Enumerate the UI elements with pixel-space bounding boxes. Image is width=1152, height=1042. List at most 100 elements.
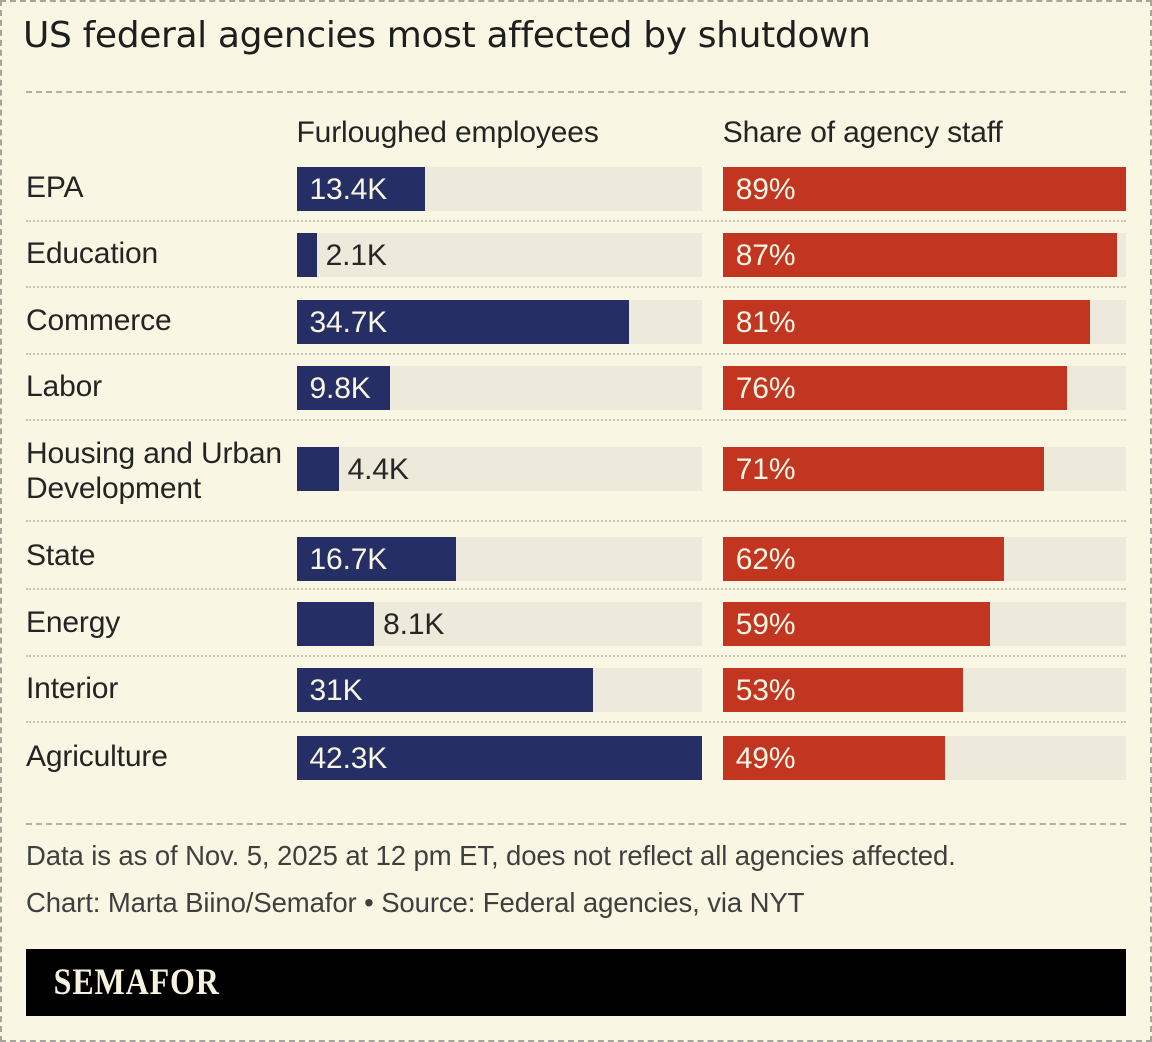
brand-bar: SEMAFOR bbox=[26, 949, 1126, 1016]
share-bar-track: 81% bbox=[722, 299, 1126, 344]
share-bar bbox=[722, 299, 1090, 344]
share-value-label: 49% bbox=[735, 741, 796, 775]
share-bar-track: 53% bbox=[722, 668, 1126, 713]
furloughed-bar-cell: 13.4K bbox=[296, 164, 702, 211]
agency-label: Agriculture bbox=[26, 739, 168, 773]
furloughed-bar-cell: 4.4K bbox=[296, 446, 702, 491]
furloughed-bar-track: 31K bbox=[296, 668, 702, 713]
furloughed-value-label: 42.3K bbox=[309, 741, 388, 775]
share-bar-cell: 53% bbox=[722, 665, 1126, 713]
furloughed-value-label: 4.4K bbox=[347, 452, 409, 486]
furloughed-bar bbox=[296, 536, 457, 581]
share-bar bbox=[722, 536, 1004, 581]
furloughed-value-label: 2.1K bbox=[325, 239, 387, 273]
furloughed-bar bbox=[296, 366, 391, 411]
furloughed-bar-track: 4.4K bbox=[296, 446, 702, 491]
table-row: Energy 8.1K 59% bbox=[26, 590, 1126, 657]
title-divider bbox=[26, 91, 1126, 93]
share-bar bbox=[722, 601, 991, 646]
furloughed-bar bbox=[296, 166, 425, 211]
share-value-label: 71% bbox=[735, 452, 796, 486]
share-bar-track: 49% bbox=[722, 735, 1126, 780]
furloughed-bar-cell: 31K bbox=[296, 665, 702, 713]
semafor-logo: SEMAFOR bbox=[53, 962, 220, 1003]
share-bar-track: 59% bbox=[722, 601, 1126, 646]
share-bar bbox=[722, 366, 1068, 411]
share-bar-track: 62% bbox=[722, 536, 1126, 581]
share-bar-track: 87% bbox=[722, 233, 1126, 278]
data-note: Data is as of Nov. 5, 2025 at 12 pm ET, … bbox=[26, 840, 956, 871]
table-row: EPA 13.4K 89% bbox=[26, 155, 1126, 222]
furloughed-value-label: 9.8K bbox=[309, 372, 371, 406]
agency-label: EPA bbox=[26, 170, 84, 204]
agency-label: State bbox=[26, 538, 96, 572]
share-bar bbox=[722, 668, 963, 713]
agency-label: Housing and Urban Development bbox=[26, 436, 282, 505]
furloughed-bar-track: 42.3K bbox=[296, 735, 702, 780]
share-bar bbox=[722, 446, 1045, 491]
furloughed-bar bbox=[296, 446, 339, 491]
furloughed-value-label: 8.1K bbox=[383, 607, 445, 641]
share-bar-track: 89% bbox=[722, 166, 1126, 211]
furloughed-bar-cell: 8.1K bbox=[296, 599, 702, 646]
furloughed-bar-track: 34.7K bbox=[296, 299, 702, 344]
furloughed-bar-cell: 16.7K bbox=[296, 530, 702, 581]
column-header-share: Share of agency staff bbox=[722, 116, 1003, 149]
table-row: Housing and Urban Development 4.4K 71% bbox=[26, 421, 1126, 522]
share-bar-track: 76% bbox=[722, 366, 1126, 411]
furloughed-bar bbox=[296, 668, 594, 713]
furloughed-bar-track: 16.7K bbox=[296, 536, 702, 581]
column-header-furloughed: Furloughed employees bbox=[296, 116, 599, 149]
furloughed-value-label: 13.4K bbox=[309, 172, 388, 206]
furloughed-bar bbox=[296, 601, 375, 646]
agency-label: Interior bbox=[26, 672, 119, 706]
share-bar bbox=[722, 166, 1126, 211]
table-row: State 16.7K 62% bbox=[26, 522, 1126, 590]
label-column-spacer bbox=[26, 114, 297, 152]
furloughed-value-label: 34.7K bbox=[309, 305, 388, 339]
share-value-label: 62% bbox=[735, 542, 796, 576]
share-value-label: 53% bbox=[735, 674, 796, 708]
agency-label: Labor bbox=[26, 370, 102, 404]
share-bar-cell: 76% bbox=[722, 363, 1126, 411]
agency-label: Energy bbox=[26, 605, 121, 639]
share-value-label: 81% bbox=[735, 305, 796, 339]
furloughed-bar-track: 8.1K bbox=[296, 601, 702, 646]
share-bar-cell: 81% bbox=[722, 297, 1126, 344]
agency-label: Commerce bbox=[26, 303, 172, 337]
share-bar-cell: 71% bbox=[722, 446, 1126, 491]
share-bar-cell: 89% bbox=[722, 164, 1126, 211]
table-row: Interior 31K 53% bbox=[26, 657, 1126, 723]
table-row: Labor 9.8K 76% bbox=[26, 355, 1126, 421]
credit-note: Chart: Marta Biino/Semafor • Source: Fed… bbox=[26, 887, 805, 918]
furloughed-bar-track: 2.1K bbox=[296, 233, 702, 278]
chart-title: US federal agencies most affected by shu… bbox=[23, 15, 871, 56]
share-value-label: 89% bbox=[735, 172, 796, 206]
share-bar-cell: 87% bbox=[722, 230, 1126, 278]
share-value-label: 76% bbox=[735, 372, 796, 406]
furloughed-bar-cell: 42.3K bbox=[296, 733, 702, 780]
table-row: Agriculture 42.3K 49% bbox=[26, 723, 1126, 790]
share-bar bbox=[722, 233, 1117, 278]
share-bar-track: 71% bbox=[722, 446, 1126, 491]
footer-divider bbox=[26, 823, 1126, 825]
share-bar-cell: 59% bbox=[722, 599, 1126, 646]
furloughed-bar-cell: 9.8K bbox=[296, 363, 702, 411]
furloughed-value-label: 16.7K bbox=[309, 542, 388, 576]
share-bar-cell: 62% bbox=[722, 530, 1126, 581]
share-bar bbox=[722, 735, 945, 780]
furloughed-bar bbox=[296, 735, 702, 780]
furloughed-bar bbox=[296, 233, 317, 278]
table-row: Commerce 34.7K 81% bbox=[26, 288, 1126, 355]
share-value-label: 87% bbox=[735, 239, 796, 273]
share-value-label: 59% bbox=[735, 607, 796, 641]
furloughed-bar-track: 9.8K bbox=[296, 366, 702, 411]
furloughed-bar-track: 13.4K bbox=[296, 166, 702, 211]
chart-rows: EPA 13.4K 89% Education 2.1K 87% bbox=[26, 155, 1126, 790]
furloughed-bar-cell: 34.7K bbox=[296, 297, 702, 344]
furloughed-bar bbox=[296, 299, 629, 344]
furloughed-value-label: 31K bbox=[309, 674, 363, 708]
furloughed-bar-cell: 2.1K bbox=[296, 230, 702, 278]
table-row: Education 2.1K 87% bbox=[26, 222, 1126, 288]
